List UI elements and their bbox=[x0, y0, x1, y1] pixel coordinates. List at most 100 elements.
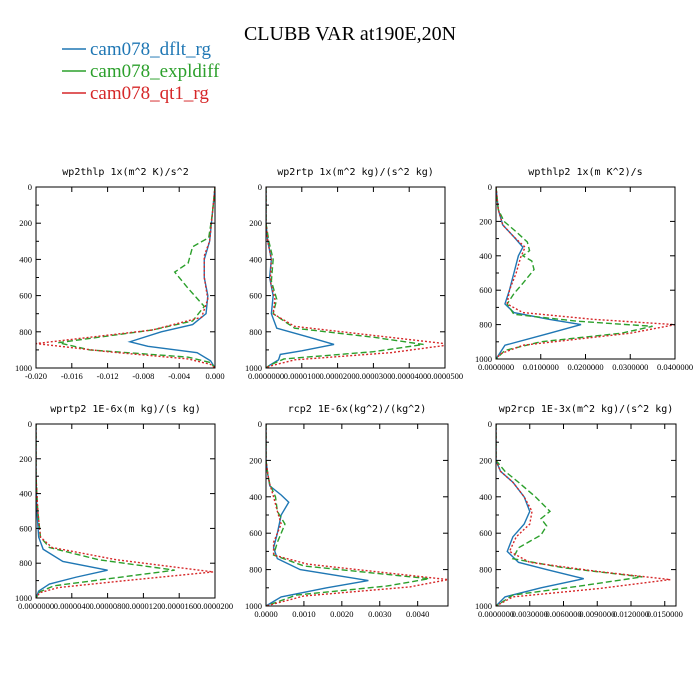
y-tick-label: 200 bbox=[249, 218, 262, 228]
x-tick-label: 0.0000000 bbox=[248, 371, 284, 381]
y-tick-label: 400 bbox=[19, 254, 32, 264]
y-tick-label: 600 bbox=[249, 528, 262, 538]
x-tick-label: 0.0000160 bbox=[161, 601, 197, 611]
series-line-2 bbox=[496, 424, 643, 606]
series-line-1 bbox=[36, 424, 108, 598]
series-line-3 bbox=[496, 424, 671, 606]
y-tick-label: 400 bbox=[249, 254, 262, 264]
series-line-2 bbox=[58, 187, 215, 368]
series-group bbox=[36, 187, 215, 368]
plot-frame bbox=[495, 423, 677, 607]
x-tick-label: 0.0010 bbox=[292, 609, 315, 619]
y-tick-label: 800 bbox=[479, 320, 492, 330]
x-tick-label: 0.0000 bbox=[254, 609, 277, 619]
series-line-1 bbox=[127, 187, 215, 368]
y-tick-label: 0 bbox=[488, 182, 492, 192]
x-tick-label: 0.0000400 bbox=[391, 371, 427, 381]
y-tick-label: 400 bbox=[19, 489, 32, 499]
x-tick-label: 0.0000200 bbox=[320, 371, 356, 381]
y-tick-label: 600 bbox=[19, 291, 32, 301]
y-tick-label: 400 bbox=[249, 492, 262, 502]
legend-label-1: cam078_dflt_rg bbox=[90, 39, 212, 60]
x-tick-label: 0.0200000 bbox=[567, 362, 603, 372]
panel-title: wp2thlp 1x(m^2 K)/s^2 bbox=[62, 167, 188, 178]
y-tick-label: 600 bbox=[19, 523, 32, 533]
y-tick-label: 400 bbox=[479, 251, 492, 261]
series-group bbox=[496, 424, 671, 606]
legend-label-2: cam078_expldiff bbox=[90, 61, 220, 82]
x-tick-label: 0.0000100 bbox=[284, 371, 320, 381]
series-line-1 bbox=[266, 424, 369, 606]
series-line-3 bbox=[496, 187, 675, 359]
y-tick-label: 200 bbox=[249, 455, 262, 465]
x-tick-label: 0.0020 bbox=[330, 609, 353, 619]
y-tick-label: 200 bbox=[19, 454, 32, 464]
y-tick-label: 200 bbox=[479, 216, 492, 226]
x-tick-label: 0.0030 bbox=[368, 609, 391, 619]
panel-title: wp2rtp 1x(m^2 kg)/(s^2 kg) bbox=[277, 167, 434, 178]
x-tick-label: 0.000 bbox=[205, 371, 224, 381]
x-tick-label: 0.0030000 bbox=[512, 609, 548, 619]
panel-title: wp2rcp 1E-3x(m^2 kg)/(s^2 kg) bbox=[499, 404, 674, 415]
y-tick-label: 1000 bbox=[475, 354, 492, 364]
y-tick-label: 200 bbox=[19, 218, 32, 228]
y-tick-label: 1000 bbox=[245, 601, 262, 611]
series-group bbox=[266, 187, 445, 368]
series-line-2 bbox=[266, 187, 424, 368]
x-tick-label: 0.0000000 bbox=[478, 609, 514, 619]
y-tick-label: 800 bbox=[249, 327, 262, 337]
y-tick-label: 1000 bbox=[15, 363, 32, 373]
y-tick-label: 0 bbox=[488, 419, 492, 429]
y-tick-label: 800 bbox=[479, 565, 492, 575]
panel-1: wp2thlp 1x(m^2 K)/s^202004006008001000-0… bbox=[15, 167, 225, 381]
x-tick-label: 0.0060000 bbox=[545, 609, 581, 619]
y-tick-label: 600 bbox=[249, 291, 262, 301]
series-line-3 bbox=[266, 424, 448, 606]
x-tick-label: -0.020 bbox=[25, 371, 47, 381]
x-tick-label: 0.0090000 bbox=[579, 609, 615, 619]
y-tick-label: 1000 bbox=[15, 593, 32, 603]
plot-frame bbox=[495, 186, 676, 360]
legend: cam078_dflt_rgcam078_expldiffcam078_qt1_… bbox=[62, 39, 220, 104]
panel-5: rcp2 1E-6x(kg^2)/(kg^2) 0 200 400 600 800 1000… bbox=[245, 404, 449, 619]
series-line-1 bbox=[496, 187, 582, 359]
series-group bbox=[496, 187, 675, 359]
x-tick-label: 0.0000000 bbox=[478, 362, 514, 372]
series-line-1 bbox=[266, 187, 335, 368]
figure-title: CLUBB VAR at190E,20N bbox=[244, 23, 456, 45]
plot-frame bbox=[35, 423, 216, 599]
x-tick-label: 0.0000040 bbox=[54, 601, 90, 611]
y-tick-label: 0 bbox=[258, 419, 262, 429]
x-tick-label: 0.0120000 bbox=[613, 609, 649, 619]
x-tick-label: 0.0000080 bbox=[90, 601, 126, 611]
panel-2: wp2rtp 1x(m^2 kg)/(s^2 kg) 0 200 400 600 800 1… bbox=[245, 167, 463, 381]
y-tick-label: 0 bbox=[28, 419, 32, 429]
x-tick-label: 0.0150000 bbox=[647, 609, 683, 619]
series-line-2 bbox=[266, 424, 430, 606]
x-tick-label: -0.004 bbox=[168, 371, 191, 381]
y-tick-label: 1000 bbox=[245, 363, 262, 373]
x-tick-label: 0.0000000 bbox=[18, 601, 54, 611]
y-tick-label: 200 bbox=[479, 455, 492, 465]
y-tick-label: 800 bbox=[249, 565, 262, 575]
panel-3: wpthlp2 1x(m K^2)/s 0 200 400 600 800 10000.00… bbox=[475, 167, 693, 372]
x-tick-label: -0.012 bbox=[97, 371, 119, 381]
series-line-3 bbox=[36, 424, 214, 598]
x-tick-label: 0.0000500 bbox=[427, 371, 463, 381]
x-tick-label: 0.0000200 bbox=[197, 601, 233, 611]
x-tick-label: 0.0400000 bbox=[657, 362, 693, 372]
panel-title: wpthlp2 1x(m K^2)/s bbox=[528, 167, 642, 178]
y-tick-label: 800 bbox=[19, 558, 32, 568]
x-tick-label: 0.0000300 bbox=[355, 371, 391, 381]
legend-label-3: cam078_qt1_rg bbox=[90, 83, 209, 104]
y-tick-label: 1000 bbox=[475, 601, 492, 611]
x-tick-label: 0.0100000 bbox=[523, 362, 559, 372]
panels-group: wp2thlp 1x(m^2 K)/s^202004006008001000-0… bbox=[15, 167, 693, 619]
y-tick-label: 0 bbox=[28, 182, 32, 192]
panel-title: wprtp2 1E-6x(m kg)/(s kg) bbox=[50, 404, 201, 415]
series-line-2 bbox=[496, 187, 653, 359]
x-tick-label: 0.0040 bbox=[406, 609, 429, 619]
x-tick-label: 0.0300000 bbox=[612, 362, 648, 372]
x-tick-label: -0.016 bbox=[61, 371, 83, 381]
